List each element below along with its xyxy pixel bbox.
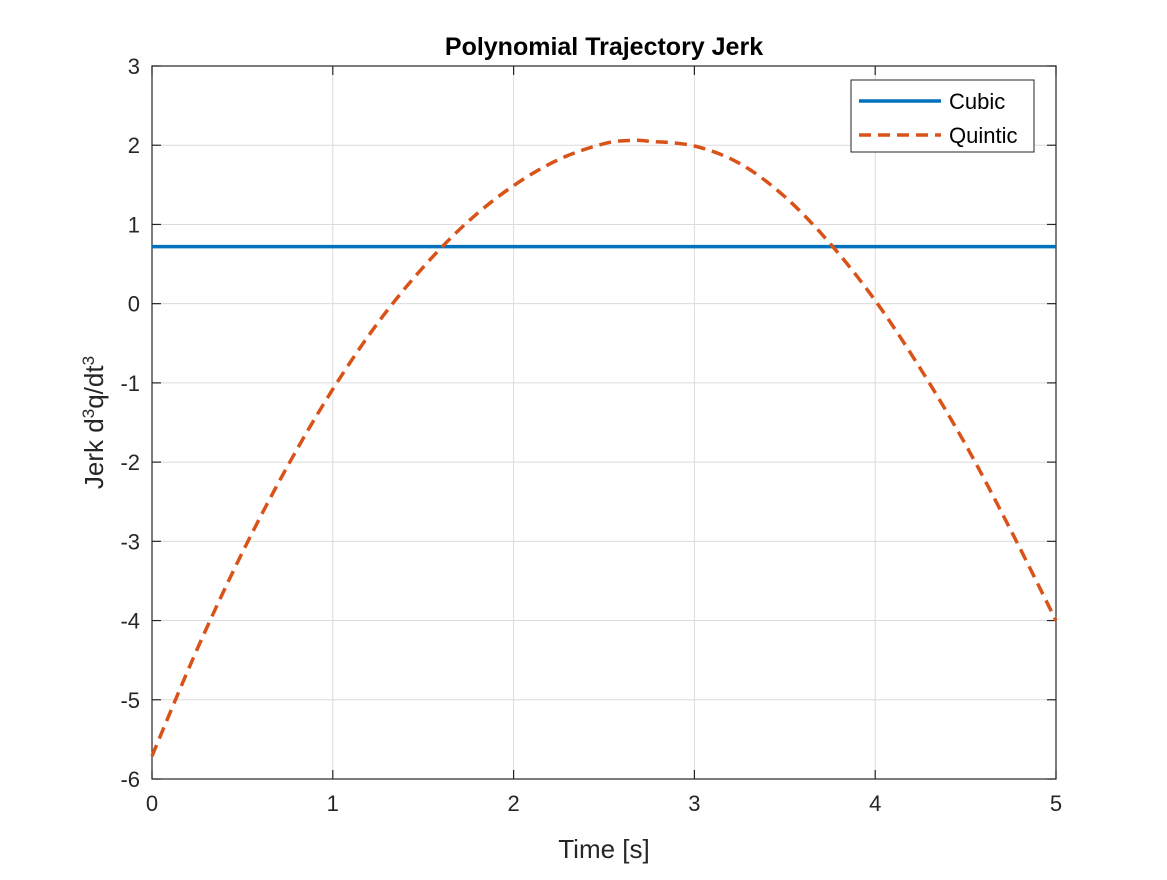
tick-layer: 0 1 2 3 4 5 -6 -5 -4 -3 -2 -1 0 1 2 3 <box>120 54 1062 816</box>
y-tick-label: -1 <box>120 371 140 396</box>
y-tick-label: 0 <box>128 292 140 317</box>
x-tick-label: 3 <box>688 791 700 816</box>
legend-box <box>850 79 1035 153</box>
legend-label-cubic: Cubic <box>949 89 1005 114</box>
x-tick-label: 2 <box>507 791 519 816</box>
y-tick-label: -3 <box>120 529 140 554</box>
series-layer <box>150 138 1058 757</box>
x-tick-label: 1 <box>327 791 339 816</box>
y-tick-label: -6 <box>120 767 140 792</box>
x-tick-label: 0 <box>146 791 158 816</box>
y-tick-label: 1 <box>128 212 140 237</box>
y-tick-label: -2 <box>120 450 140 475</box>
x-tick-label: 5 <box>1050 791 1062 816</box>
chart-title: Polynomial Trajectory Jerk <box>445 33 763 61</box>
legend: Cubic Quintic <box>850 79 1035 153</box>
y-tick-label: 3 <box>128 54 140 79</box>
y-axis-label-part: q/dt <box>79 365 109 409</box>
plot-area <box>151 65 1057 780</box>
x-tick-label: 4 <box>869 791 881 816</box>
y-tick-label: -5 <box>120 688 140 713</box>
y-axis-label-superscript: 3 <box>79 356 98 365</box>
y-axis-label-part: Jerk d <box>79 418 109 489</box>
legend-label-quintic: Quintic <box>949 123 1017 148</box>
y-tick-label: -4 <box>120 609 140 634</box>
grid-layer <box>151 65 1057 780</box>
x-axis-label: Time [s] <box>558 834 649 864</box>
y-axis-label-superscript: 3 <box>79 409 98 418</box>
y-axis-label: Jerk d3q/dt3 <box>79 356 110 489</box>
series-line-quintic <box>150 138 1058 757</box>
y-tick-label: 2 <box>128 133 140 158</box>
